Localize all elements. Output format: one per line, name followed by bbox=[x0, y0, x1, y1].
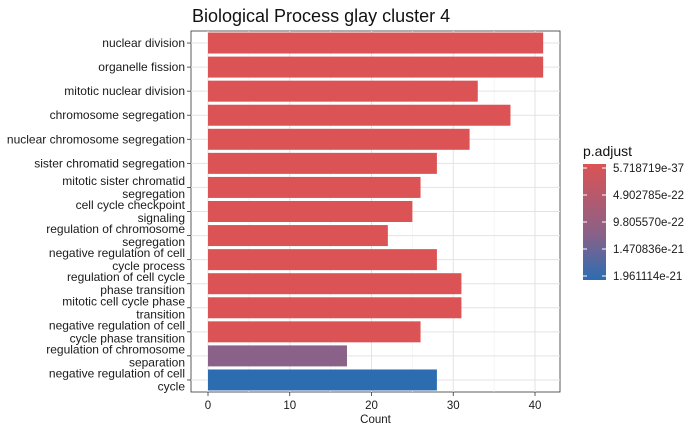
bar bbox=[208, 176, 421, 198]
bar bbox=[208, 152, 437, 174]
bar bbox=[208, 128, 470, 150]
bar bbox=[208, 201, 413, 222]
legend-label: 1.961114e-21 bbox=[613, 271, 682, 283]
y-axis-label: cell cycle checkpoint bbox=[76, 198, 186, 212]
x-axis-title: Count bbox=[360, 414, 391, 426]
y-axis-label: cycle phase transition bbox=[70, 331, 185, 345]
legend: p.adjust 5.718719e-37 4.902785e-22 9.80557… bbox=[583, 143, 684, 283]
y-axis-label: phase transition bbox=[100, 283, 185, 297]
legend-label: 4.902785e-22 bbox=[613, 190, 684, 202]
bar bbox=[208, 297, 462, 319]
x-axis-tick-label: 40 bbox=[529, 400, 542, 412]
y-axis-label: negative regulation of cell bbox=[49, 318, 185, 332]
x-axis-tick-label: 30 bbox=[447, 400, 460, 412]
legend-colorbar bbox=[583, 164, 606, 280]
bar bbox=[208, 32, 544, 54]
bar bbox=[208, 273, 462, 295]
y-axis-label: mitotic sister chromatid bbox=[62, 174, 185, 188]
bar bbox=[208, 345, 347, 367]
y-axis-label: segregation bbox=[122, 187, 185, 201]
y-axis-label: transition bbox=[136, 307, 185, 321]
y-axis-label: sister chromatid segregation bbox=[34, 156, 185, 170]
y-axis-label: regulation of cell cycle bbox=[67, 270, 185, 284]
legend-ticks: 5.718719e-37 4.902785e-22 9.805570e-22 1.47… bbox=[583, 163, 684, 283]
legend-label: 1.470836e-21 bbox=[613, 244, 684, 256]
legend-label: 5.718719e-37 bbox=[613, 163, 684, 175]
bar bbox=[208, 321, 421, 343]
bar bbox=[208, 56, 544, 78]
y-axis-label: organelle fission bbox=[98, 60, 185, 74]
bars bbox=[208, 32, 544, 391]
y-axis-labels: nuclear division organelle fission mitotic… bbox=[7, 36, 191, 393]
legend-title: p.adjust bbox=[583, 143, 632, 159]
y-axis-label: mitotic cell cycle phase bbox=[62, 294, 185, 308]
bar bbox=[208, 225, 388, 247]
y-axis-label: negative regulation of cell bbox=[49, 246, 185, 260]
bar bbox=[208, 249, 437, 271]
bar bbox=[208, 104, 511, 126]
y-axis-label: segregation bbox=[122, 235, 185, 249]
y-axis-label: separation bbox=[129, 355, 185, 369]
y-axis-label: nuclear chromosome segregation bbox=[7, 132, 185, 146]
y-axis-label: nuclear division bbox=[102, 36, 185, 50]
y-axis-label: regulation of chromosome bbox=[46, 222, 185, 236]
y-axis-label: cycle process bbox=[112, 259, 185, 273]
x-axis-tick-label: 20 bbox=[365, 400, 378, 412]
y-axis-label: chromosome segregation bbox=[50, 108, 185, 122]
y-axis-label: regulation of chromosome bbox=[46, 342, 185, 356]
y-axis-label: signaling bbox=[138, 211, 185, 225]
bar bbox=[208, 369, 437, 391]
y-axis-label: cycle bbox=[158, 379, 186, 393]
legend-label: 9.805570e-22 bbox=[613, 217, 684, 229]
bar bbox=[208, 80, 478, 102]
x-axis: 0 10 20 30 40 bbox=[205, 392, 542, 412]
chart-title: Biological Process glay cluster 4 bbox=[192, 6, 450, 26]
y-axis-label: negative regulation of cell bbox=[49, 366, 185, 380]
x-axis-tick-label: 0 bbox=[205, 400, 211, 412]
y-axis-label: mitotic nuclear division bbox=[64, 84, 185, 98]
x-axis-tick-label: 10 bbox=[283, 400, 296, 412]
